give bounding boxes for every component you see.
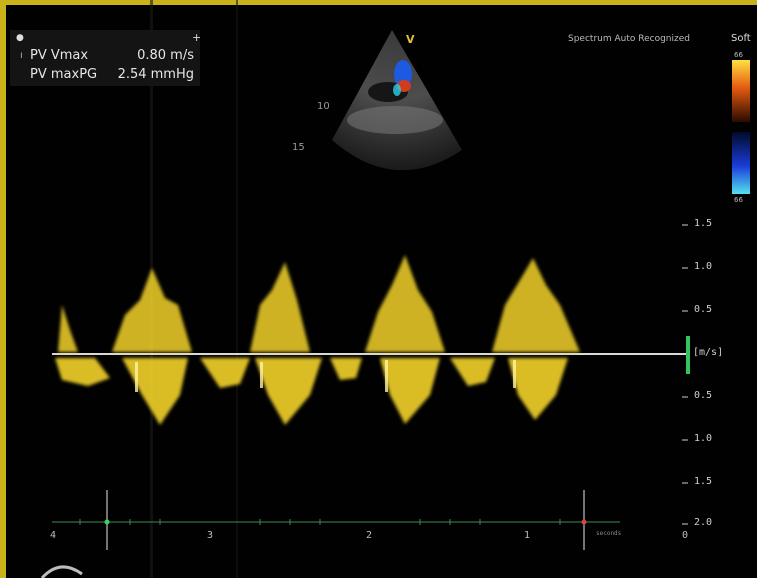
doppler-spectrum-reverse <box>55 358 568 425</box>
velocity-scale-ticks <box>682 224 688 525</box>
color-scale-bar-positive <box>732 60 750 122</box>
velocity-tick-label: 1.5 <box>694 218 713 229</box>
velocity-tick-label: 0.5 <box>694 304 713 315</box>
time-tick-label: 0 <box>682 530 689 541</box>
panel-indicator-icon: ● <box>16 33 24 43</box>
measurement-row: PV Vmax 0.80 m/s <box>30 48 202 66</box>
time-tick-label: 4 <box>50 530 57 541</box>
preset-label[interactable]: Soft <box>731 33 751 44</box>
doppler-spectrum <box>58 255 580 352</box>
velocity-tick-label: 0.5 <box>694 390 713 401</box>
auto-recognized-label: Spectrum Auto Recognized <box>568 34 690 44</box>
probe-orientation-icon <box>40 565 83 578</box>
velocity-tick-label: 1.5 <box>694 476 713 487</box>
time-tick-label: 2 <box>366 530 373 541</box>
time-tick-label: 1 <box>524 530 531 541</box>
velocity-unit-label: [m/s] <box>693 347 724 358</box>
time-tick-label: 3 <box>207 530 214 541</box>
panel-expand-icon[interactable]: + <box>192 31 202 44</box>
color-bar-bottom-label: 66 <box>734 196 743 204</box>
color-scale-bar-negative <box>732 132 750 194</box>
measurement-label: PV maxPG <box>30 67 98 82</box>
time-cursor-left-marker <box>104 519 110 525</box>
row-marker-icon: ı <box>20 50 23 61</box>
frame-border-top <box>0 0 757 5</box>
measurement-row: PV maxPG 2.54 mmHg <box>30 67 202 85</box>
velocity-scale-indicator <box>686 336 690 374</box>
measurement-value: 0.80 m/s <box>137 48 194 63</box>
color-bar-top-label: 66 <box>734 51 743 59</box>
probe-marker-label: V <box>406 33 415 46</box>
velocity-tick-label: 1.0 <box>694 433 713 444</box>
velocity-tick-label: 1.0 <box>694 261 713 272</box>
time-cursor-right-marker <box>581 519 587 525</box>
measurement-panel[interactable]: ● + ı PV Vmax 0.80 m/s PV maxPG 2.54 mmH… <box>10 30 202 86</box>
echo-sector-image <box>332 30 462 171</box>
time-unit-label: seconds <box>596 530 622 537</box>
sector-depth-label: 10 <box>317 101 330 112</box>
time-axis-minor-ticks <box>79 519 561 525</box>
measurement-label: PV Vmax <box>30 48 89 63</box>
doppler-peaks <box>135 360 516 392</box>
sector-depth-label: 15 <box>292 142 305 153</box>
velocity-tick-label: 2.0 <box>694 517 713 528</box>
frame-border-left <box>0 0 6 578</box>
scan-artifact <box>236 0 238 578</box>
measurement-value: 2.54 mmHg <box>117 67 194 82</box>
